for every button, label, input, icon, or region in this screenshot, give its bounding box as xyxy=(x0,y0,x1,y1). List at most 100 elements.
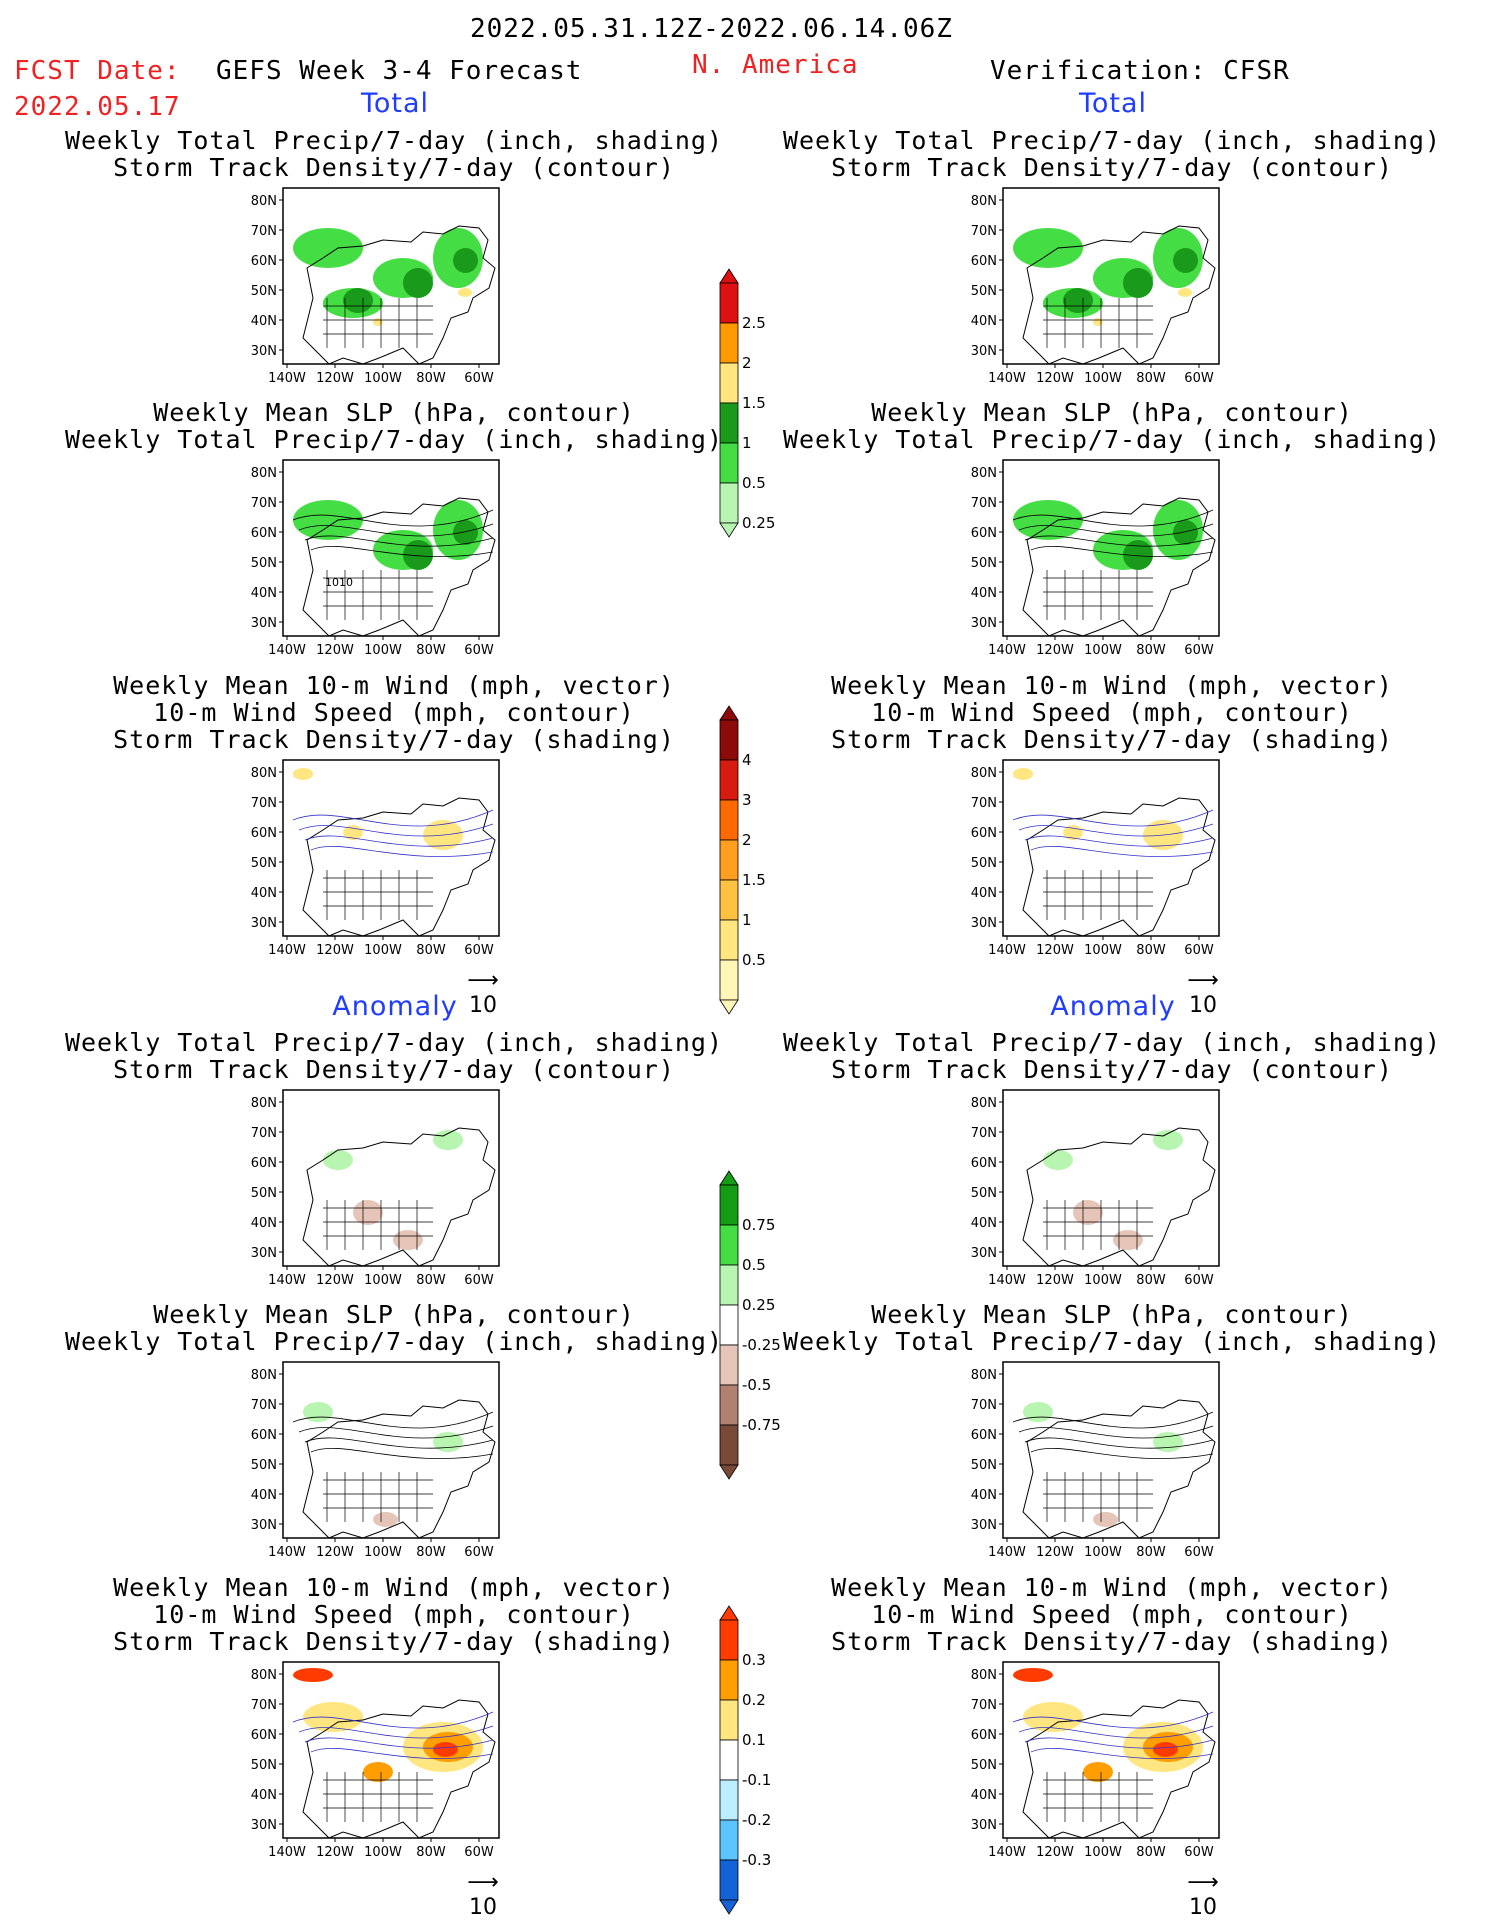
lon-tick-label: 100W xyxy=(364,943,402,958)
lon-tick-label: 100W xyxy=(364,371,402,386)
colorbar-segment xyxy=(719,919,739,961)
colorbar-label: 0.2 xyxy=(742,1691,766,1709)
lon-tick-label: 100W xyxy=(364,1273,402,1288)
colorbar-segment xyxy=(719,402,739,444)
shading-area xyxy=(293,228,363,268)
lon-tick-label: 80W xyxy=(416,643,446,658)
lat-tick-label: 70N xyxy=(971,1698,997,1713)
title-anom-wind-r-3: Storm Track Density/7-day (shading) xyxy=(831,1627,1393,1656)
lat-tick-label: 40N xyxy=(251,886,277,901)
lon-tick-label: 100W xyxy=(364,1845,402,1860)
lon-tick-label: 120W xyxy=(316,943,354,958)
colorbar-label: 1.5 xyxy=(742,871,766,889)
colorbar-segment xyxy=(719,1659,739,1701)
shading-area xyxy=(1023,1702,1083,1732)
vector-ref-value: 10 xyxy=(469,1895,497,1920)
lat-tick-label: 60N xyxy=(971,1428,997,1443)
shading-area xyxy=(1178,288,1192,297)
colorbar-label: 2 xyxy=(742,354,752,372)
vector-ref-anom-fcst: ⟶ 10 xyxy=(463,1870,503,1920)
lat-tick-label: 50N xyxy=(251,284,277,299)
lon-tick-label: 100W xyxy=(364,1545,402,1560)
region-label: N. America xyxy=(692,50,859,80)
arrow-right-icon: ⟶ xyxy=(467,968,499,993)
title-total-wind-l-2: 10-m Wind Speed (mph, contour) xyxy=(153,698,635,727)
colorbar-segment xyxy=(719,959,739,1001)
lat-tick-label: 30N xyxy=(971,1518,997,1533)
title-anom-wind-l-2: 10-m Wind Speed (mph, contour) xyxy=(153,1600,635,1629)
lat-tick-label: 30N xyxy=(971,1246,997,1261)
lat-tick-label: 80N xyxy=(971,1368,997,1383)
shading-area xyxy=(373,318,383,326)
lat-tick-label: 70N xyxy=(251,224,277,239)
colorbar-label: 1 xyxy=(742,434,752,452)
lat-tick-label: 80N xyxy=(971,466,997,481)
shading-area xyxy=(293,500,363,540)
lon-tick-label: 120W xyxy=(316,1273,354,1288)
colorbar-total-precip: 2.5 2 1.5 1 0.5 0.25 xyxy=(718,268,798,542)
map-anom-precip-fcst: 80N 70N 60N 50N 40N 30N 140W 120W 100W 80W 60W xyxy=(251,1089,503,1288)
colorbar-label: 0.3 xyxy=(742,1651,766,1669)
lon-tick-label: 120W xyxy=(1036,643,1074,658)
colorbar-label: 2 xyxy=(742,831,752,849)
colorbar-svg: 4 3 2 1.5 1 0.5 xyxy=(719,705,766,1015)
title-anom-wind-l-1: Weekly Mean 10-m Wind (mph, vector) xyxy=(113,1573,675,1602)
colorbar-segment xyxy=(719,1304,739,1346)
map-anom-slp-fcst: 80N 70N 60N 50N 40N 30N 140W 120W 100W 80W 60W xyxy=(251,1361,503,1560)
lon-tick-label: 120W xyxy=(1036,1845,1074,1860)
slp-contour-label: 1010 xyxy=(325,576,353,589)
lat-tick-label: 80N xyxy=(971,194,997,209)
colorbar-segment xyxy=(719,442,739,484)
shading-area xyxy=(1013,228,1083,268)
lon-tick-label: 120W xyxy=(1036,1545,1074,1560)
lat-tick-label: 40N xyxy=(251,586,277,601)
lon-tick-label: 100W xyxy=(1084,1545,1122,1560)
shading-area xyxy=(1093,1512,1118,1527)
title-total-wind-r-1: Weekly Mean 10-m Wind (mph, vector) xyxy=(831,671,1393,700)
colorbar-label: 0.1 xyxy=(742,1731,766,1749)
arrow-right-icon: ⟶ xyxy=(467,1870,499,1895)
lat-tick-label: 30N xyxy=(251,1518,277,1533)
title-anom-slp-r-1: Weekly Mean SLP (hPa, contour) xyxy=(871,1300,1353,1329)
arrow-right-icon: ⟶ xyxy=(1187,1870,1219,1895)
lat-tick-label: 60N xyxy=(251,1428,277,1443)
lon-tick-label: 120W xyxy=(1036,943,1074,958)
lat-tick-label: 50N xyxy=(971,1758,997,1773)
lat-tick-label: 50N xyxy=(251,1458,277,1473)
lon-tick-label: 60W xyxy=(1184,643,1214,658)
lon-tick-label: 140W xyxy=(988,1845,1026,1860)
colorbar-label: -0.75 xyxy=(742,1416,781,1434)
shading-area xyxy=(303,1702,363,1732)
shading-area xyxy=(303,1402,333,1422)
shading-area xyxy=(453,520,478,545)
colorbar-label: 0.75 xyxy=(742,1216,775,1234)
colorbar-segment xyxy=(719,1384,739,1426)
lon-tick-label: 80W xyxy=(416,371,446,386)
colorbar-label: -0.1 xyxy=(742,1771,771,1789)
lon-tick-label: 60W xyxy=(1184,371,1214,386)
shading-area xyxy=(403,540,433,570)
section-anomaly-left: Anomaly xyxy=(332,991,458,1022)
map-anom-slp-verif: 80N 70N 60N 50N 40N 30N 140W 120W 100W 80W 60W xyxy=(971,1361,1223,1560)
lat-tick-label: 60N xyxy=(251,526,277,541)
lon-tick-label: 100W xyxy=(1084,371,1122,386)
title-total-slp-l-2: Weekly Total Precip/7-day (inch, shading… xyxy=(64,425,724,454)
section-total-left: Total xyxy=(360,88,430,119)
lon-tick-label: 120W xyxy=(316,371,354,386)
lon-tick-label: 60W xyxy=(464,1273,494,1288)
colorbar-segment xyxy=(719,719,739,761)
lat-tick-label: 50N xyxy=(251,1186,277,1201)
colorbar-segment xyxy=(719,282,739,324)
lat-tick-label: 60N xyxy=(251,1728,277,1743)
fcst-label: FCST Date: xyxy=(14,56,181,86)
shading-area xyxy=(403,268,433,298)
title-anom-wind-l-3: Storm Track Density/7-day (shading) xyxy=(113,1627,675,1656)
lat-tick-label: 80N xyxy=(971,766,997,781)
colorbar-svg: 2.5 2 1.5 1 0.5 0.25 xyxy=(719,268,775,538)
lat-tick-label: 80N xyxy=(251,1368,277,1383)
map-total-precip-verif: 80N 70N 60N 50N 40N 30N 140W 120W 100W 80W 60W xyxy=(971,187,1223,386)
lat-tick-label: 80N xyxy=(251,1668,277,1683)
lon-tick-label: 120W xyxy=(1036,1273,1074,1288)
colorbar-label: -0.2 xyxy=(742,1811,771,1829)
